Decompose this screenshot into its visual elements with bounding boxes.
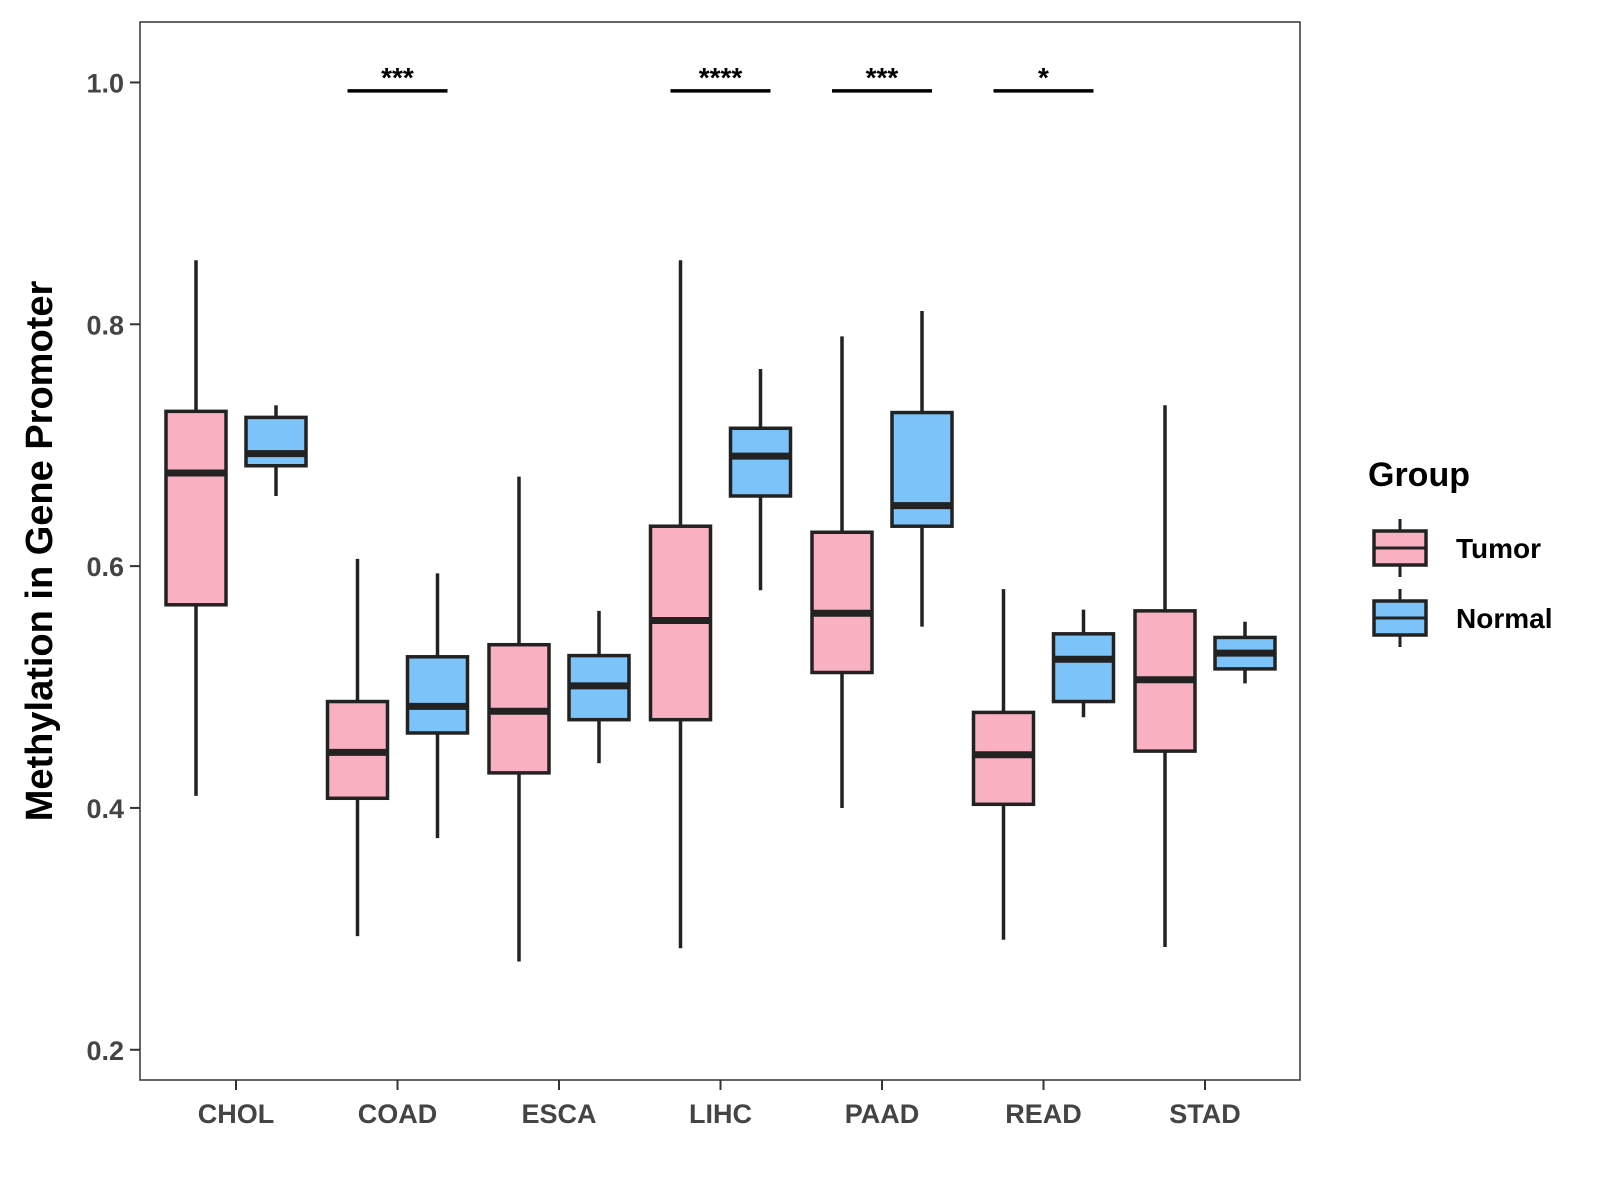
y-tick-label: 0.2 [86, 1036, 124, 1066]
plot-panel-border [139, 21, 1301, 1081]
box-normal-lihc [728, 369, 793, 591]
significance-annotations: *** **** *** * [347, 62, 1094, 93]
legend: Group Tumor Normal [1368, 456, 1552, 647]
legend-title: Group [1368, 456, 1470, 494]
significance-paad: *** [832, 62, 932, 93]
x-tick-label: STAD [1169, 1099, 1241, 1129]
x-tick-label: ESCA [521, 1099, 596, 1129]
x-tick-label: PAAD [845, 1099, 920, 1129]
x-tick-label: COAD [358, 1099, 438, 1129]
box-tumor-coad [325, 558, 390, 937]
box-iqr [164, 409, 228, 607]
box-tumor-stad [1133, 405, 1197, 947]
box-tumor-lihc [648, 260, 713, 949]
box-iqr [728, 426, 793, 498]
significance-stars: **** [699, 62, 743, 93]
legend-label: Normal [1456, 603, 1552, 634]
box-tumor-read [971, 589, 1036, 940]
x-tick-label: READ [1005, 1099, 1082, 1129]
box-iqr [1051, 632, 1116, 704]
box-normal-chol [244, 405, 308, 496]
x-tick-label: CHOL [198, 1099, 275, 1129]
significance-stars: * [1038, 62, 1049, 93]
box-iqr [244, 415, 308, 468]
box-normal-paad [890, 310, 954, 627]
significance-lihc: **** [670, 62, 771, 93]
significance-stars: *** [866, 62, 899, 93]
legend-key-normal: Normal [1372, 589, 1552, 647]
box-iqr [810, 530, 874, 675]
x-tick-label: LIHC [689, 1099, 752, 1129]
box-iqr [971, 710, 1036, 807]
y-tick-label: 0.6 [86, 552, 124, 582]
box-normal-stad [1213, 621, 1277, 684]
box-normal-coad [405, 573, 470, 839]
box-normal-read [1051, 609, 1116, 718]
box-iqr [890, 410, 954, 528]
box-tumor-paad [810, 336, 874, 808]
box-tumor-esca [487, 476, 551, 962]
significance-stars: *** [381, 62, 414, 93]
legend-label: Tumor [1456, 533, 1541, 564]
box-tumor-chol [164, 260, 228, 796]
box-normal-esca [567, 610, 631, 764]
box-series [164, 260, 1277, 962]
significance-coad: *** [347, 62, 448, 93]
y-axis-title: Methylation in Gene Promoter [19, 281, 61, 822]
y-tick-label: 0.8 [86, 310, 124, 340]
y-tick-label: 1.0 [86, 68, 124, 98]
y-tick-label: 0.4 [86, 794, 124, 824]
x-axis: CHOL COAD ESCA LIHC PAAD READ STAD [198, 1080, 1241, 1129]
significance-read: * [993, 62, 1094, 93]
box-iqr [405, 655, 470, 735]
legend-key-tumor: Tumor [1372, 519, 1541, 577]
y-axis: 0.2 0.4 0.6 0.8 1.0 [86, 68, 140, 1066]
